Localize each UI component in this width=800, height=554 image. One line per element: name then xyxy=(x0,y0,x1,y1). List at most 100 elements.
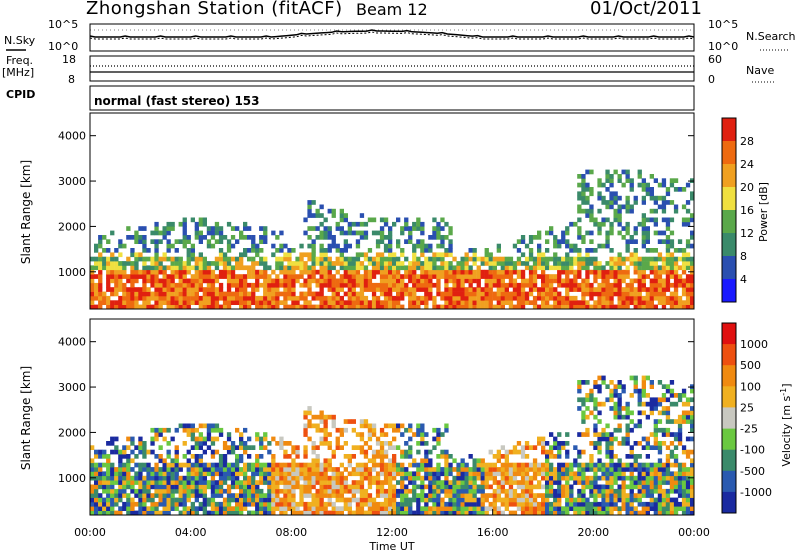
velocity-cell xyxy=(327,441,332,446)
velocity-cell xyxy=(520,493,526,498)
power-cell xyxy=(508,261,514,266)
velocity-cell xyxy=(255,510,260,516)
power-cell xyxy=(271,278,276,284)
velocity-colorbar-frame xyxy=(721,322,737,514)
power-cell xyxy=(303,291,308,297)
power-cell xyxy=(444,282,449,288)
power-cell xyxy=(331,265,336,271)
velocity-cell xyxy=(601,462,606,468)
power-cell xyxy=(681,187,687,192)
velocity-cell xyxy=(633,506,638,511)
power-cell xyxy=(404,269,409,275)
power-cell xyxy=(126,226,131,231)
velocity-cell xyxy=(162,497,167,503)
power-cell xyxy=(400,248,405,253)
velocity-cell xyxy=(392,458,397,464)
power-cell xyxy=(355,265,361,271)
power-cell xyxy=(287,287,292,292)
velocity-cell xyxy=(343,467,348,472)
power-cell xyxy=(102,295,107,301)
velocity-cell xyxy=(585,406,590,411)
velocity-cell xyxy=(609,510,614,516)
power-cell xyxy=(488,274,493,279)
velocity-cell xyxy=(126,467,131,472)
power-cell xyxy=(621,169,626,175)
power-cell xyxy=(283,243,288,249)
power-cell xyxy=(557,243,562,249)
power-cell xyxy=(303,230,308,236)
power-cell xyxy=(178,300,183,305)
velocity-cell xyxy=(677,471,683,477)
power-cell xyxy=(126,291,131,297)
power-cell xyxy=(597,178,602,183)
velocity-cell xyxy=(685,488,691,494)
velocity-cell xyxy=(255,436,260,442)
velocity-cell xyxy=(673,401,679,407)
power-cell xyxy=(94,291,99,297)
velocity-cell xyxy=(311,510,316,516)
velocity-cell xyxy=(174,458,179,464)
velocity-cell xyxy=(388,501,393,507)
power-cell xyxy=(448,243,453,249)
power-cell xyxy=(661,300,667,305)
velocity-cell xyxy=(323,427,328,433)
velocity-cell xyxy=(130,510,135,516)
power-cell xyxy=(255,278,260,284)
velocity-cell xyxy=(247,480,252,485)
velocity-colorbar-tick: -500 xyxy=(740,465,765,478)
power-cell xyxy=(532,295,538,301)
velocity-cell xyxy=(512,501,518,507)
power-cell xyxy=(440,269,445,275)
power-cell xyxy=(355,252,361,258)
power-cell xyxy=(637,300,642,305)
power-cell xyxy=(537,304,542,310)
power-cell xyxy=(307,304,312,310)
power-cell xyxy=(649,265,654,271)
velocity-cell xyxy=(251,480,256,485)
velocity-colorbar-swatch xyxy=(722,323,736,345)
velocity-cell xyxy=(275,501,280,507)
power-cell xyxy=(319,282,324,288)
power-cell xyxy=(375,252,381,258)
velocity-cell xyxy=(375,493,381,498)
power-cell xyxy=(512,278,518,284)
velocity-cell xyxy=(351,488,356,494)
velocity-cell xyxy=(170,488,175,494)
velocity-cell xyxy=(375,471,381,477)
power-cell xyxy=(613,274,618,279)
power-cell xyxy=(581,208,586,214)
power-cell xyxy=(388,304,393,310)
velocity-cell xyxy=(460,475,465,481)
velocity-cell xyxy=(440,449,445,455)
power-cell xyxy=(436,252,441,258)
velocity-cell xyxy=(408,449,413,455)
velocity-cell xyxy=(432,436,437,442)
velocity-cell xyxy=(303,462,308,468)
power-cell xyxy=(609,261,614,266)
velocity-cell xyxy=(134,493,139,498)
power-cell xyxy=(347,278,352,284)
velocity-cell xyxy=(404,493,409,498)
velocity-cell xyxy=(593,471,598,477)
power-cell xyxy=(549,274,554,279)
power-cell xyxy=(271,291,276,297)
velocity-cell xyxy=(440,467,445,472)
power-cell xyxy=(665,226,671,231)
velocity-cell xyxy=(122,506,127,511)
velocity-cell xyxy=(243,427,248,433)
velocity-cell xyxy=(573,462,578,468)
velocity-cell xyxy=(613,501,618,507)
velocity-cell xyxy=(255,488,260,494)
velocity-cell xyxy=(287,441,292,446)
velocity-cell xyxy=(645,401,650,407)
cpid-label: CPID xyxy=(6,88,35,101)
velocity-cell xyxy=(287,462,292,468)
velocity-cell xyxy=(319,493,324,498)
velocity-cell xyxy=(452,510,457,516)
velocity-cell xyxy=(508,475,514,481)
velocity-cell xyxy=(255,484,260,490)
power-cell xyxy=(371,217,377,223)
velocity-cell xyxy=(210,427,216,433)
velocity-cell xyxy=(665,427,671,433)
power-cell xyxy=(194,269,199,275)
